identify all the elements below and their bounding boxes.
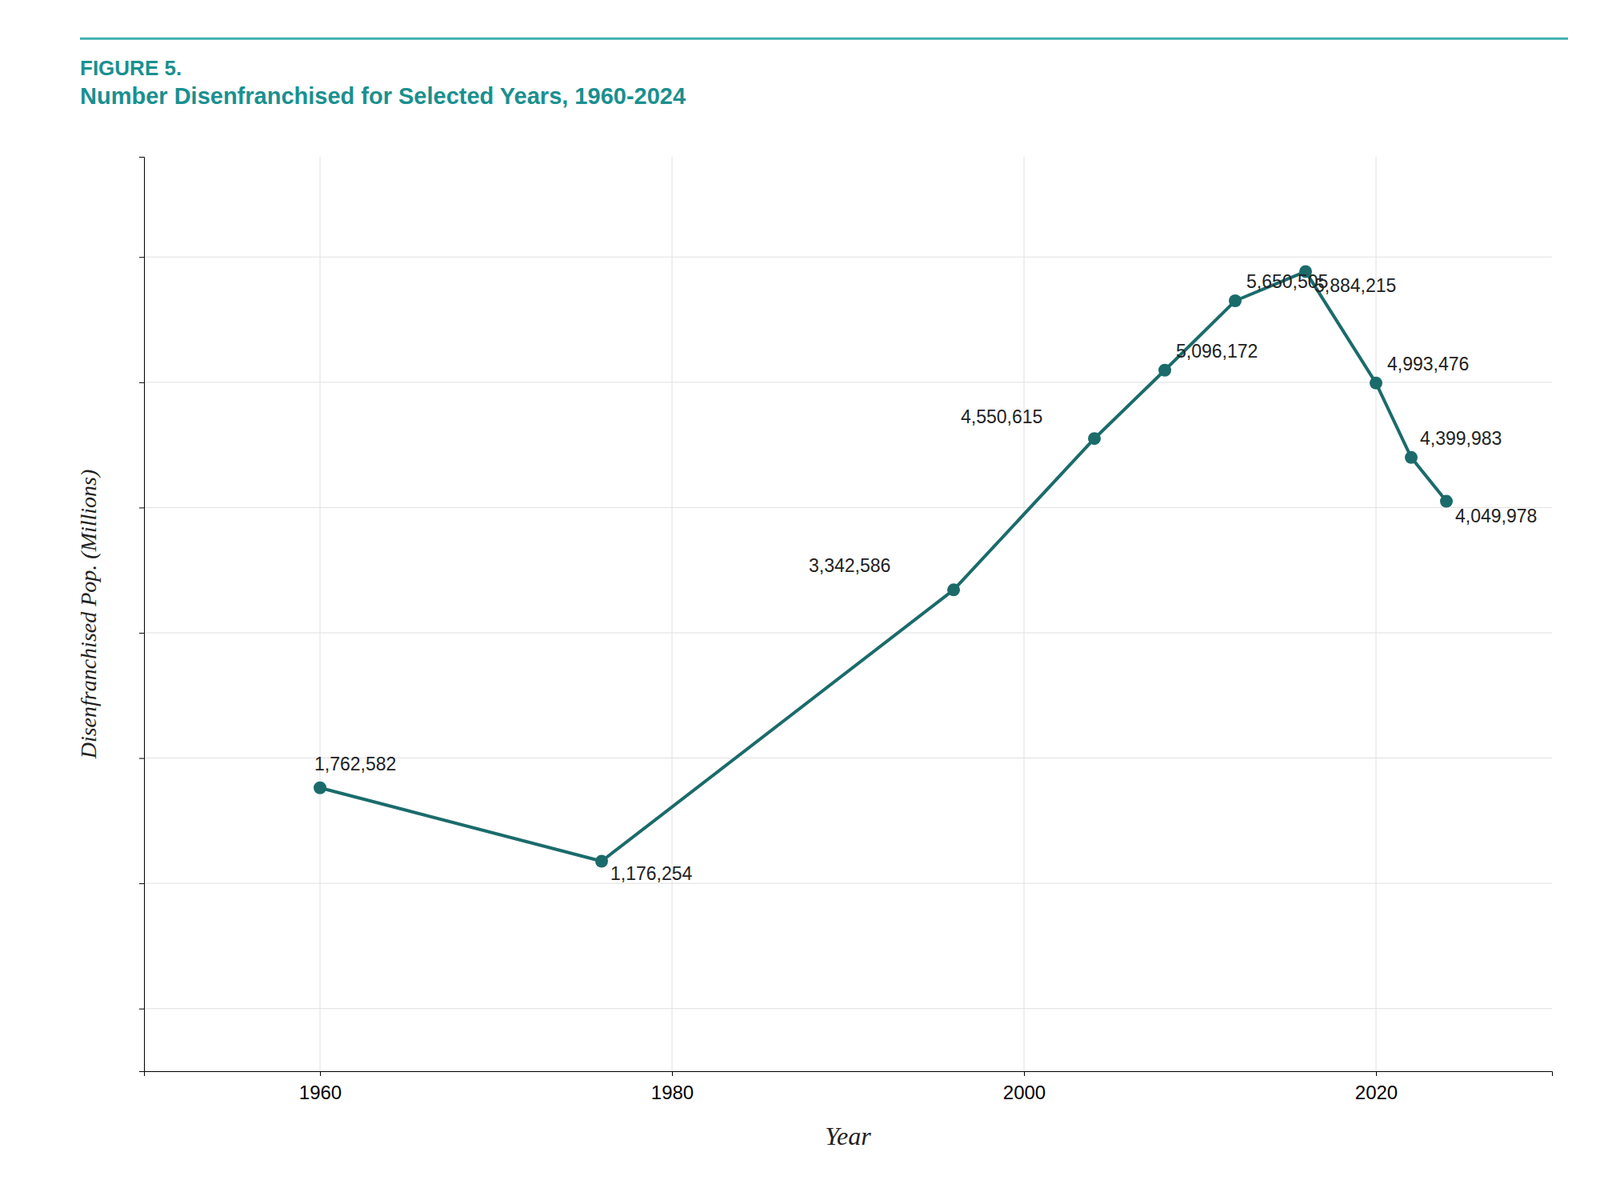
- y-axis: [139, 157, 145, 1072]
- point: [313, 781, 327, 795]
- y-tick-mark: [139, 1008, 144, 1010]
- chart: FIGURE 5. Number Disenfranchised for Sele…: [0, 0, 1600, 1204]
- grid-line-y: [144, 632, 1552, 633]
- y-tick-mark: [139, 632, 144, 634]
- x-tick-mark: [320, 1071, 321, 1076]
- point: [1440, 495, 1453, 508]
- y-axis-title: Disenfranchised Pop. (Millions): [76, 469, 101, 760]
- point: [1404, 451, 1418, 464]
- y-tick-mark: [139, 758, 144, 760]
- x-tick-mark: [1024, 1071, 1025, 1076]
- data-label: 3,342,586: [808, 555, 891, 576]
- data-label: 4,399,983: [1420, 428, 1502, 449]
- point: [1088, 432, 1101, 445]
- x-tick-mark: [1376, 1071, 1377, 1076]
- grid-line-y: [144, 381, 1552, 383]
- grid-line-y: [144, 256, 1552, 258]
- x-tick: 2000: [1003, 1071, 1046, 1104]
- subtitle: Number Disenfranchised for Selected Year…: [80, 83, 686, 109]
- marks: [313, 264, 1453, 868]
- point: [947, 583, 960, 596]
- title: FIGURE 5.: [80, 56, 182, 80]
- x-tick: 1980: [651, 1071, 694, 1104]
- data-label: 5,096,172: [1176, 340, 1258, 362]
- y-tick: [139, 632, 144, 634]
- y-tick-mark: [139, 382, 144, 384]
- data-label: 5,884,215: [1314, 275, 1396, 296]
- point: [1158, 364, 1172, 377]
- line: [320, 271, 1447, 861]
- grid-line-x: [1024, 156, 1025, 1072]
- point: [595, 855, 608, 868]
- data-label: 4,993,476: [1387, 353, 1469, 375]
- data-label: 1,762,582: [314, 753, 396, 775]
- title-rule: [80, 37, 1568, 40]
- x-axis-line: [144, 1072, 1553, 1077]
- x-axis: 1960 1980 2000 2020: [144, 1071, 1553, 1104]
- point: [1228, 294, 1242, 308]
- y-tick: [139, 758, 144, 760]
- grid: [144, 156, 1552, 1072]
- data-labels: 1,762,582 1,176,254 3,342,586 4,550,615 5,09…: [314, 271, 1537, 884]
- y-tick: [139, 1008, 144, 1010]
- x-tick-mark: [672, 1071, 673, 1076]
- y-tick: [139, 256, 144, 258]
- x-axis-title: Year: [824, 1121, 872, 1151]
- grid-line-y: [144, 507, 1552, 508]
- data-label: 1,176,254: [610, 863, 693, 884]
- y-tick: [139, 507, 144, 508]
- grid-line-y: [144, 1008, 1552, 1009]
- grid-line-x: [320, 156, 321, 1072]
- data-label: 4,049,978: [1455, 505, 1537, 527]
- y-tick: [139, 883, 144, 884]
- plot-area: 1960 1980 2000 2020 1,762,582 1,176,254 3,342,…: [139, 156, 1553, 1104]
- y-tick-mark: [139, 256, 144, 258]
- grid-line-y: [144, 883, 1552, 884]
- y-tick: [139, 382, 144, 384]
- x-tick-label: 2000: [1003, 1081, 1046, 1104]
- x-tick-label: 2020: [1355, 1081, 1398, 1104]
- y-tick-mark: [139, 883, 144, 884]
- data-label: 4,550,615: [960, 406, 1043, 428]
- point: [1369, 376, 1383, 390]
- x-tick-label: 1980: [651, 1081, 694, 1104]
- y-axis-line: [139, 157, 145, 1072]
- grid-line-x: [672, 156, 673, 1072]
- x-tick: 1960: [299, 1071, 342, 1104]
- x-tick: 2020: [1355, 1071, 1398, 1104]
- y-tick-mark: [139, 507, 144, 508]
- x-tick-label: 1960: [299, 1081, 342, 1104]
